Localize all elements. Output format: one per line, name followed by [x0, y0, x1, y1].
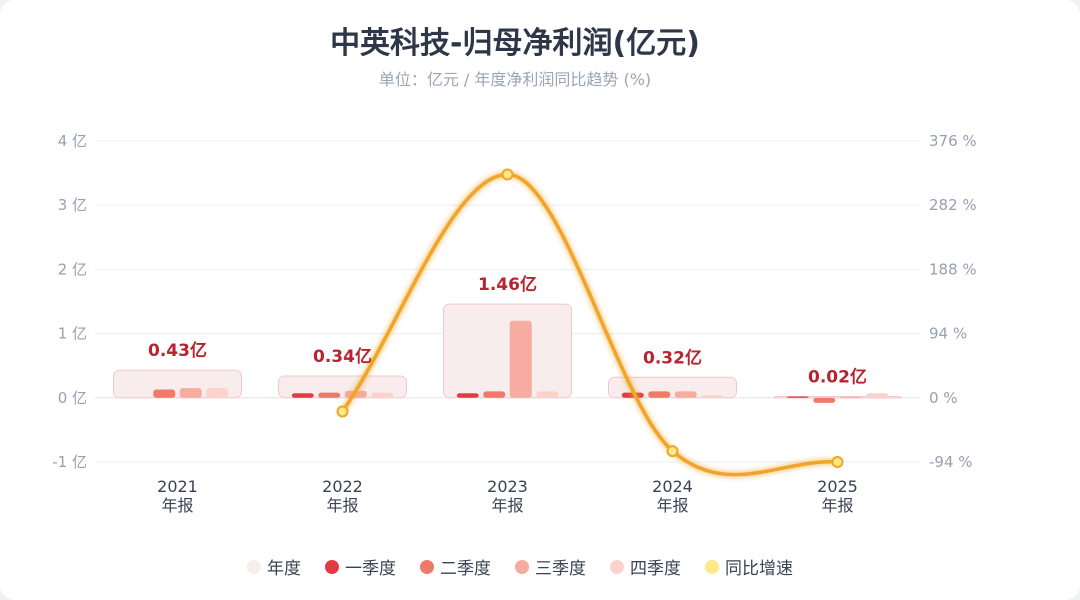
- annual-value-label: 0.43亿: [148, 340, 207, 361]
- legend-item[interactable]: 同比增速: [705, 554, 793, 579]
- legend-label: 二季度: [440, 559, 491, 579]
- quarter-bar-q3: [179, 388, 202, 398]
- legend-item[interactable]: 四季度: [610, 554, 681, 579]
- quarter-bar-q4: [701, 395, 724, 398]
- quarter-bar-q1: [621, 392, 644, 398]
- chart-subtitle: 单位：亿元 / 年度净利润同比趋势 (%): [378, 70, 652, 89]
- legend-item[interactable]: 二季度: [420, 554, 491, 579]
- legend-item[interactable]: 一季度: [325, 554, 396, 579]
- y-left-tick-label: 2 亿: [58, 260, 87, 278]
- y-right-tick-label: -94 %: [929, 453, 973, 471]
- annual-value-label: 0.34亿: [313, 346, 372, 367]
- legend-label: 三季度: [535, 559, 586, 579]
- quarter-bar-q4: [866, 393, 889, 398]
- yoy-point: [501, 168, 514, 181]
- legend-label: 同比增速: [725, 559, 793, 579]
- yoy-point: [831, 456, 844, 468]
- quarter-bar-q4: [371, 392, 394, 398]
- y-left-tick-label: -1 亿: [52, 453, 87, 471]
- quarter-bar-q4: [206, 388, 229, 398]
- annual-bar: [443, 303, 572, 399]
- y-right-tick-label: 0 %: [929, 389, 958, 407]
- chart-legend: 年度 一季度 二季度 三季度 四季度 同比增速: [0, 554, 1040, 579]
- x-tick-label: 2025 年报: [817, 477, 858, 515]
- quarter-bar-q4: [536, 391, 559, 398]
- quarter-bar-q3: [509, 320, 532, 398]
- y-right-tick-label: 188 %: [929, 260, 977, 278]
- y-left-tick-label: 4 亿: [58, 132, 87, 150]
- quarter-bar-q2: [153, 389, 176, 398]
- annual-bar: [278, 375, 407, 399]
- y-left-tick-label: 3 亿: [58, 196, 87, 214]
- annual-value-label: 0.02亿: [808, 367, 867, 388]
- legend-item[interactable]: 年度: [247, 554, 301, 579]
- y-right-tick-label: 282 %: [929, 196, 977, 214]
- quarter-bar-q3: [674, 391, 697, 398]
- quarter-bar-q1: [456, 393, 479, 398]
- yoy-point: [336, 405, 349, 418]
- yoy-point: [666, 445, 679, 458]
- legend-label: 四季度: [630, 559, 681, 579]
- x-tick-label: 2023 年报: [487, 477, 528, 515]
- legend-swatch: [420, 559, 434, 574]
- chart-title: 中英科技-归母净利润(亿元): [330, 26, 700, 61]
- legend-swatch: [247, 559, 261, 574]
- quarter-bar-q2: [483, 391, 506, 398]
- x-tick-label: 2022 年报: [322, 477, 363, 515]
- legend-swatch: [325, 559, 339, 574]
- y-right-tick-label: 376 %: [929, 132, 977, 150]
- legend-swatch: [610, 559, 624, 574]
- y-left-tick-label: 1 亿: [58, 325, 87, 343]
- quarter-bar-q1: [291, 393, 314, 398]
- x-tick-label: 2024 年报: [652, 477, 693, 515]
- y-left-tick-label: 0 亿: [58, 389, 87, 407]
- quarter-bar-q3: [839, 397, 862, 399]
- annual-value-label: 0.32亿: [643, 347, 702, 368]
- quarter-bar-q1: [786, 396, 809, 398]
- legend-label: 年度: [267, 559, 301, 579]
- legend-swatch: [705, 559, 719, 574]
- quarter-bar-q2: [648, 391, 671, 398]
- x-tick-label: 2021 年报: [157, 477, 198, 515]
- yoy-line: [340, 172, 840, 477]
- legend-swatch: [515, 559, 529, 574]
- quarter-bar-q2: [318, 392, 341, 398]
- quarter-bar-q2: [813, 397, 836, 403]
- legend-label: 一季度: [345, 559, 396, 579]
- annual-value-label: 1.46亿: [478, 274, 537, 295]
- legend-item[interactable]: 三季度: [515, 554, 586, 579]
- y-right-tick-label: 94 %: [929, 325, 967, 343]
